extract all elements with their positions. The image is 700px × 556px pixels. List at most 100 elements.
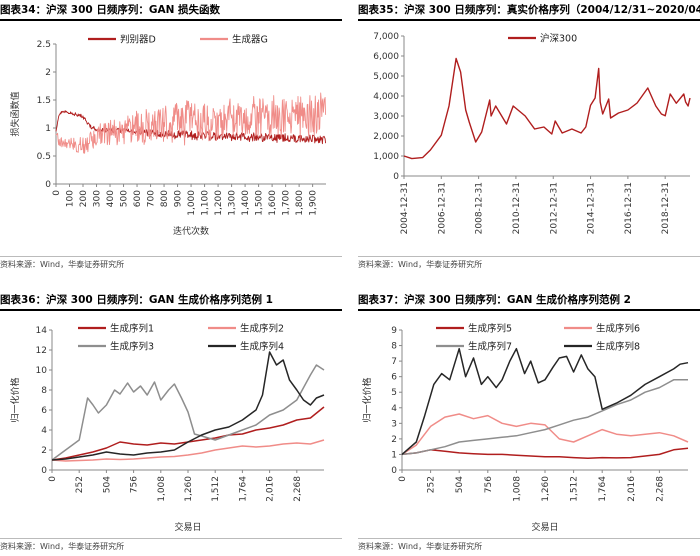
chart-title: 图表36：沪深 300 日频序列：GAN 生成价格序列范例 1 — [0, 294, 273, 306]
x-tick-label: 300 — [93, 190, 103, 207]
x-tick-label: 504 — [455, 476, 465, 493]
x-tick-label: 0 — [398, 476, 408, 482]
x-axis-label: 交易日 — [531, 521, 558, 533]
panel-gan-sample-2: 图表37：沪深 300 日频序列：GAN 生成价格序列范例 2 0 1 2 3 4 5 6 7… — [358, 278, 700, 556]
y-tick-label: 0.5 — [37, 152, 51, 162]
series-line-4 — [51, 351, 325, 461]
source-note: 资料来源：Wind，华泰证券研究所 — [358, 542, 483, 551]
x-tick-label: 1,000 — [187, 190, 197, 216]
y-tick-label: 2 — [41, 446, 47, 456]
y-tick-label: 0 — [41, 466, 47, 476]
y-tick-label: 4 — [391, 404, 397, 414]
x-tick-label: 1,600 — [268, 190, 278, 216]
y-tick-label: 0 — [45, 180, 51, 190]
legend-label-3: 生成序列7 — [468, 341, 512, 353]
x-tick-label: 2,268 — [293, 476, 303, 502]
x-tick-label: 800 — [160, 190, 170, 207]
chart-real-price: 0 1,000 2,000 3,000 4,000 5,000 6,000 7,000 2004… — [373, 32, 691, 234]
x-tick-label: 900 — [174, 190, 184, 207]
x-tick-label: 1,260 — [541, 476, 551, 502]
x-tick-label: 1,200 — [214, 190, 224, 216]
series-line-3 — [401, 379, 688, 456]
chart-gan-loss: 0 0.5 1 1.5 2 2.5 0 100 200 300 400 500 600 700 800 900… — [9, 34, 327, 237]
x-tick-label: 2012-12-31 — [549, 182, 559, 234]
x-tick-label: 0 — [52, 190, 62, 196]
y-tick-label: 1 — [45, 124, 51, 134]
x-tick-label: 1,900 — [309, 190, 319, 216]
series-line-2 — [55, 92, 327, 154]
y-tick-label: 1,000 — [373, 152, 399, 162]
y-tick-label: 5 — [391, 388, 397, 398]
x-tick-label: 1,764 — [598, 476, 608, 502]
source-rule — [0, 256, 342, 257]
x-tick-label: 400 — [106, 190, 116, 207]
panel-gan-loss: 图表34：沪深 300 日频序列：GAN 损失函数 0 0.5 1 1.5 2 2.5 0 1… — [0, 0, 342, 278]
x-tick-label: 2004-12-31 — [400, 182, 410, 234]
x-tick-label: 1,512 — [570, 476, 580, 502]
y-axis-label: 归一化价格 — [361, 377, 373, 422]
y-tick-label: 1 — [391, 450, 397, 460]
x-tick-label: 504 — [102, 476, 112, 493]
y-tick-label: 6 — [391, 373, 397, 383]
y-tick-label: 2.5 — [37, 40, 51, 50]
y-axis-label: 归一化价格 — [9, 377, 21, 422]
x-tick-label: 2,268 — [655, 476, 665, 502]
legend-label-4: 生成序列4 — [240, 341, 284, 353]
x-tick-label: 2010-12-31 — [512, 182, 522, 234]
x-tick-label: 756 — [130, 476, 140, 493]
source-rule — [358, 538, 700, 539]
legend-label-3: 生成序列3 — [110, 341, 154, 353]
y-tick-label: 14 — [36, 326, 48, 336]
x-tick-label: 2016-12-31 — [624, 182, 634, 234]
x-tick-label: 756 — [484, 476, 494, 493]
x-tick-label: 1,512 — [211, 476, 221, 502]
panel-real-price: 图表35：沪深 300 日频序列：真实价格序列（2004/12/31~2020/… — [358, 0, 700, 278]
y-tick-label: 3 — [391, 419, 397, 429]
series-line-4 — [401, 347, 689, 455]
chart-title: 图表37：沪深 300 日频序列：GAN 生成价格序列范例 2 — [358, 294, 631, 306]
title-rule — [358, 19, 700, 21]
y-tick-label: 6,000 — [373, 52, 399, 62]
series-line-1 — [51, 406, 325, 461]
x-tick-label: 600 — [133, 190, 143, 207]
x-tick-label: 252 — [427, 476, 437, 493]
source-rule — [0, 538, 342, 539]
series-line-1 — [401, 447, 689, 460]
x-axis-label: 交易日 — [174, 521, 201, 533]
y-tick-label: 1.5 — [37, 96, 51, 106]
source-note: 资料来源：Wind，华泰证券研究所 — [0, 260, 125, 269]
chart-gan-sample-1: 0 2 4 6 8 10 12 14 0 252 504 756 1,008 1,260 1,512 1,76… — [9, 323, 325, 533]
x-tick-label: 700 — [147, 190, 157, 207]
y-tick-label: 8 — [391, 342, 397, 352]
y-tick-label: 4,000 — [373, 92, 399, 102]
legend-label-4: 生成序列8 — [596, 341, 640, 353]
x-tick-label: 1,260 — [184, 476, 194, 502]
x-tick-label: 2018-12-31 — [661, 182, 671, 234]
y-tick-label: 4 — [41, 426, 47, 436]
x-tick-label: 200 — [79, 190, 89, 207]
source-rule — [358, 256, 700, 257]
series-line-2 — [51, 439, 325, 462]
title-rule — [358, 309, 700, 311]
x-tick-label: 1,764 — [238, 476, 248, 502]
y-axis-label: 损失函数值 — [9, 91, 21, 136]
x-tick-label: 500 — [120, 190, 130, 207]
x-tick-label: 1,500 — [255, 190, 265, 216]
y-tick-label: 0 — [393, 172, 399, 182]
y-tick-label: 0 — [391, 466, 397, 476]
x-tick-label: 252 — [75, 476, 85, 493]
y-tick-label: 2 — [45, 68, 51, 78]
x-tick-label: 100 — [66, 190, 76, 207]
chart-title: 图表35：沪深 300 日频序列：真实价格序列（2004/12/31~2020/… — [358, 4, 700, 16]
x-tick-label: 2,016 — [627, 476, 637, 502]
y-tick-label: 9 — [391, 326, 397, 336]
panel-gan-sample-1: 图表36：沪深 300 日频序列：GAN 生成价格序列范例 1 0 2 4 6 8 10 1… — [0, 278, 342, 556]
x-tick-label: 1,100 — [201, 190, 211, 216]
y-tick-label: 5,000 — [373, 72, 399, 82]
x-tick-label: 2006-12-31 — [437, 182, 447, 234]
legend-label-2: 生成序列6 — [596, 323, 640, 335]
x-tick-label: 1,700 — [282, 190, 292, 216]
x-tick-label: 1,800 — [295, 190, 305, 216]
y-tick-label: 7 — [391, 357, 397, 367]
legend-label-2: 生成器G — [232, 34, 268, 46]
